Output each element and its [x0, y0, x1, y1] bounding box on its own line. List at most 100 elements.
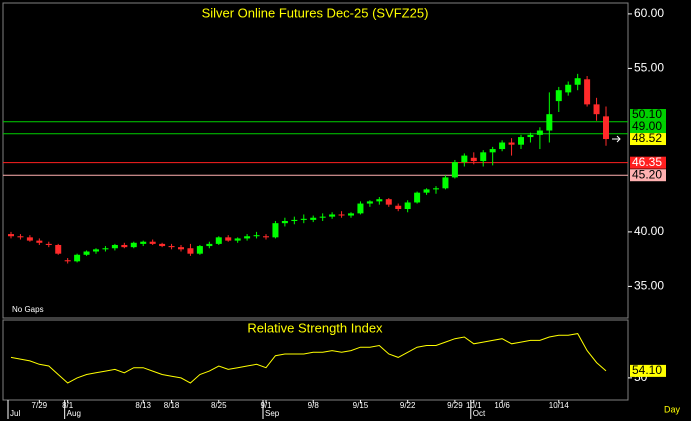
candle-body: [272, 223, 279, 238]
candle-body: [281, 220, 288, 224]
gap-note: No Gaps: [12, 305, 44, 314]
candle-body: [168, 246, 175, 248]
month-label: Jul: [10, 409, 20, 418]
rsi-value-label: 54.10: [632, 363, 662, 377]
level-badge: [630, 121, 666, 134]
x-tick-label: 8/1: [62, 401, 74, 410]
candle-body: [121, 244, 128, 248]
x-tick-label: 7/29: [32, 401, 48, 410]
candle-body: [527, 134, 534, 138]
candle-body: [451, 162, 458, 178]
period-label: Day: [664, 404, 681, 414]
candle-body: [584, 79, 591, 105]
candle-body: [366, 201, 373, 204]
price-panel: [2, 2, 629, 319]
candle-body: [480, 152, 487, 162]
candle-body: [348, 213, 354, 216]
level-badge: [630, 109, 666, 122]
candle-body: [102, 248, 109, 250]
rsi-title: Relative Strength Index: [247, 320, 383, 335]
candle-body: [395, 205, 402, 210]
candle-body: [470, 157, 477, 162]
candle-body: [196, 246, 203, 254]
x-tick-label: 9/29: [447, 401, 463, 410]
x-tick-label: 8/25: [211, 401, 227, 410]
candle-body: [93, 249, 99, 252]
x-tick-label: 10/1: [466, 401, 482, 410]
candle-body: [244, 236, 251, 239]
candle-body: [338, 214, 345, 216]
candle-body: [178, 247, 184, 250]
candle-body: [187, 248, 194, 254]
last-arrow: [612, 135, 621, 143]
candle-body: [404, 202, 411, 210]
candle-body: [263, 236, 269, 238]
level-label: 49.00: [632, 119, 662, 133]
x-tick-label: 9/8: [308, 401, 320, 410]
candle-body: [159, 243, 166, 247]
candle-body: [442, 177, 449, 189]
candle-body: [518, 137, 524, 145]
candle-body: [593, 104, 600, 115]
candle-body: [55, 244, 62, 254]
candle-body: [508, 142, 515, 145]
level-badge: [630, 169, 666, 182]
candle-body: [310, 217, 317, 220]
candle-body: [546, 114, 553, 131]
candle-body: [74, 254, 81, 262]
y-tick-label: 35.00: [634, 279, 664, 293]
candle-body: [253, 235, 260, 237]
candle-body: [64, 260, 71, 262]
candle-body: [536, 130, 543, 135]
candle-body: [385, 199, 392, 205]
candle-body: [499, 142, 506, 150]
candle-body: [376, 199, 383, 202]
x-tick-label: 9/15: [353, 401, 369, 410]
candle-body: [565, 84, 572, 93]
candle-body: [8, 234, 14, 237]
candle-body: [17, 236, 24, 238]
candle-body: [423, 189, 430, 193]
level-label: 48.52: [632, 131, 662, 145]
candle-body: [130, 242, 137, 248]
candle-body: [234, 238, 241, 241]
candle-body: [489, 149, 496, 153]
level-badge: [630, 133, 666, 146]
candle-body: [83, 251, 90, 255]
candle-body: [291, 219, 298, 221]
candle-body: [225, 237, 232, 241]
y-tick-label: 55.00: [634, 61, 664, 75]
candle-body: [603, 116, 609, 140]
month-label: Oct: [473, 409, 486, 418]
candle-body: [414, 192, 421, 203]
candle-body: [111, 244, 118, 249]
level-label: 45.20: [632, 167, 662, 181]
rsi-badge: [630, 364, 666, 377]
candle-body: [215, 237, 222, 244]
chart-title: Silver Online Futures Dec-25 (SVFZ25): [202, 5, 429, 20]
candle-body: [555, 90, 562, 102]
candle-body: [26, 237, 33, 241]
candle-body: [300, 218, 307, 220]
candle-body: [206, 243, 213, 247]
candle-body: [45, 243, 52, 245]
candle-body: [140, 241, 147, 244]
month-label: Sep: [265, 409, 280, 418]
level-label: 50.10: [632, 107, 662, 121]
candle-body: [149, 241, 156, 244]
x-tick-label: 8/18: [164, 401, 180, 410]
x-tick-label: 9/22: [400, 401, 416, 410]
rsi-line: [10, 333, 607, 384]
rsi-panel: [2, 319, 629, 401]
x-tick-label: 9/1: [260, 401, 272, 410]
y-tick-label: 60.00: [634, 6, 664, 20]
candle-body: [357, 203, 364, 214]
candle-body: [461, 155, 468, 163]
candle-body: [36, 240, 43, 243]
month-label: Aug: [67, 409, 81, 418]
candle-body: [574, 78, 581, 85]
candle-body: [319, 216, 326, 218]
candle-body: [433, 188, 439, 190]
